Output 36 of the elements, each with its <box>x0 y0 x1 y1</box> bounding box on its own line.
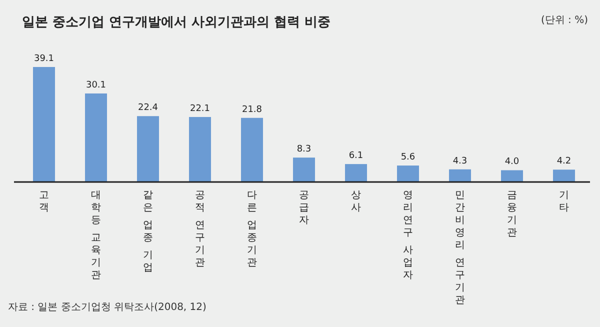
bar <box>501 170 523 182</box>
bar <box>85 93 107 182</box>
bar <box>345 164 367 182</box>
bar <box>189 117 211 182</box>
x-tick-label: 영리연구 사업자 <box>403 190 413 281</box>
x-tick-label: 대학등 교육기관 <box>91 190 101 281</box>
chart-title: 일본 중소기업 연구개발에서 사외기관과의 협력 비중 <box>22 15 331 30</box>
category-label: 민간비영리 연구기관 <box>455 190 465 306</box>
data-label: 6.1 <box>348 151 364 162</box>
bar <box>293 158 315 182</box>
x-tick-label: 공급자 <box>299 190 309 226</box>
data-label: 30.1 <box>86 80 106 90</box>
bar <box>553 170 575 182</box>
x-tick-label: 공적 연구기관 <box>195 190 205 268</box>
bar <box>397 166 419 182</box>
text: (단위 : %) <box>540 15 588 26</box>
bar <box>137 116 159 182</box>
bar <box>33 67 55 182</box>
data-label: 22.1 <box>190 104 210 114</box>
data-label: 5.6 <box>400 152 416 163</box>
bar <box>449 169 471 182</box>
x-tick-label: 기타 <box>559 190 569 214</box>
data-label: 21.8 <box>242 104 262 115</box>
data-label: 39.1 <box>34 54 54 64</box>
x-tick-label: 같은 업종 기업 <box>143 190 153 274</box>
data-label: 4.0 <box>504 157 520 168</box>
data-label: 8.3 <box>296 144 312 155</box>
data-label: 4.2 <box>556 156 572 167</box>
data-label: 4.3 <box>452 156 468 166</box>
x-tick-label: 상사 <box>351 190 361 214</box>
x-tick-label: 금융기관 <box>507 190 517 238</box>
bar <box>241 118 263 182</box>
x-tick-label: 고객 <box>39 190 49 214</box>
text: 자료 : 일본 중소기업청 위탁조사(2008, 12) <box>8 302 207 313</box>
x-tick-label: 다른 업종기관 <box>247 190 257 268</box>
data-label: 22.4 <box>138 103 158 114</box>
